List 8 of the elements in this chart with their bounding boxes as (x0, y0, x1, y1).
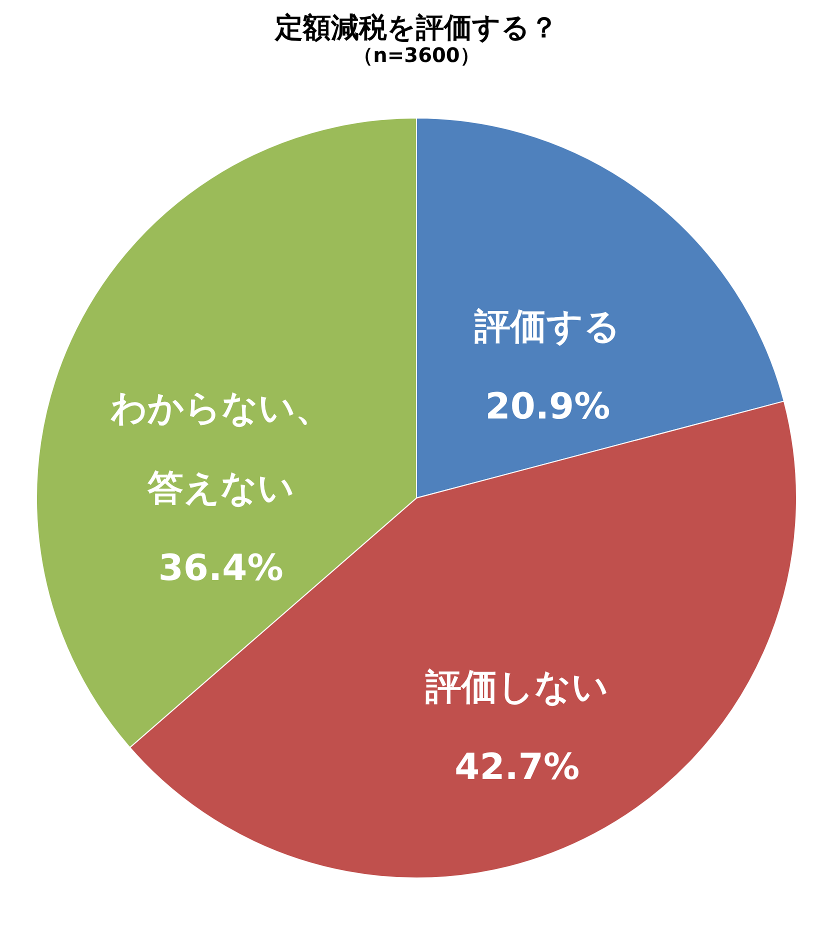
data-label: 36.4% (158, 548, 284, 589)
data-label: 42.7% (454, 747, 580, 788)
slice-label: 評価する (474, 306, 621, 348)
data-label: 20.9% (485, 386, 610, 428)
chart-title: 定額減税を評価する？ (274, 11, 558, 44)
chart-subtitle: （n=3600） (353, 43, 480, 67)
slice-label: わからない、答えない (110, 388, 332, 509)
slice-label: 評価しない (424, 667, 609, 708)
